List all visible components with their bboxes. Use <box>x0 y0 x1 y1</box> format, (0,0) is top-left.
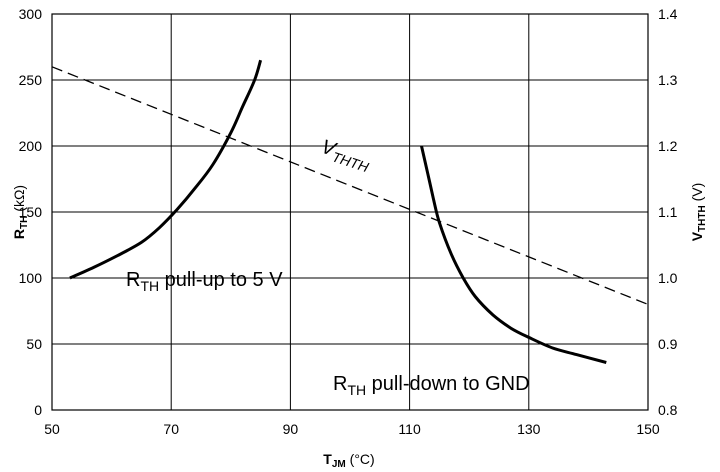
x-tick-label: 150 <box>636 421 660 437</box>
plot-frame <box>51 13 649 411</box>
y-right-tick-label: 1.0 <box>658 270 678 286</box>
y-left-tick-label: 150 <box>19 204 43 220</box>
x-tick-label: 90 <box>283 421 299 437</box>
y-left-tick-label: 250 <box>19 72 43 88</box>
x-tick-label: 110 <box>398 421 421 437</box>
series-line-pull-up <box>69 59 263 280</box>
y-left-axis-title: RTH (kΩ) <box>11 185 30 239</box>
y-right-axis-title: VTHTH (V) <box>689 183 708 242</box>
y-right-tick-label: 0.8 <box>658 402 678 418</box>
series-line-pull-down <box>420 145 607 364</box>
y-left-tick-label: 100 <box>19 270 43 286</box>
y-right-tick-label: 1.4 <box>658 6 678 22</box>
x-tick-label: 70 <box>163 421 179 437</box>
y-right-tick-label: 1.2 <box>658 138 678 154</box>
series-line-vthth <box>51 66 649 306</box>
y-right-tick-label: 0.9 <box>658 336 678 352</box>
y-right-tick-labels: 0.8 0.9 1.0 1.1 1.2 1.3 1.4 <box>658 6 678 418</box>
grid-lines <box>52 14 648 410</box>
y-left-tick-label: 0 <box>34 402 42 418</box>
series-label-pull-up: RTH pull-up to 5 V <box>126 269 283 294</box>
y-left-tick-label: 300 <box>19 6 43 22</box>
series-lines <box>51 59 649 364</box>
series-label-pull-down: RTH pull-down to GND <box>333 373 530 398</box>
x-tick-label: 50 <box>44 421 60 437</box>
y-left-tick-labels: 0 50 100 150 200 250 300 <box>19 6 43 418</box>
x-axis-title: TJM (°C) <box>323 451 374 470</box>
x-tick-labels: 50 70 90 110 130 150 <box>44 421 660 437</box>
y-left-tick-label: 200 <box>19 138 43 154</box>
y-right-tick-label: 1.3 <box>658 72 678 88</box>
y-left-tick-label: 50 <box>26 336 42 352</box>
series-label-vthth: VTHTH <box>318 136 375 176</box>
y-right-tick-label: 1.1 <box>658 204 678 220</box>
x-tick-label: 130 <box>517 421 541 437</box>
